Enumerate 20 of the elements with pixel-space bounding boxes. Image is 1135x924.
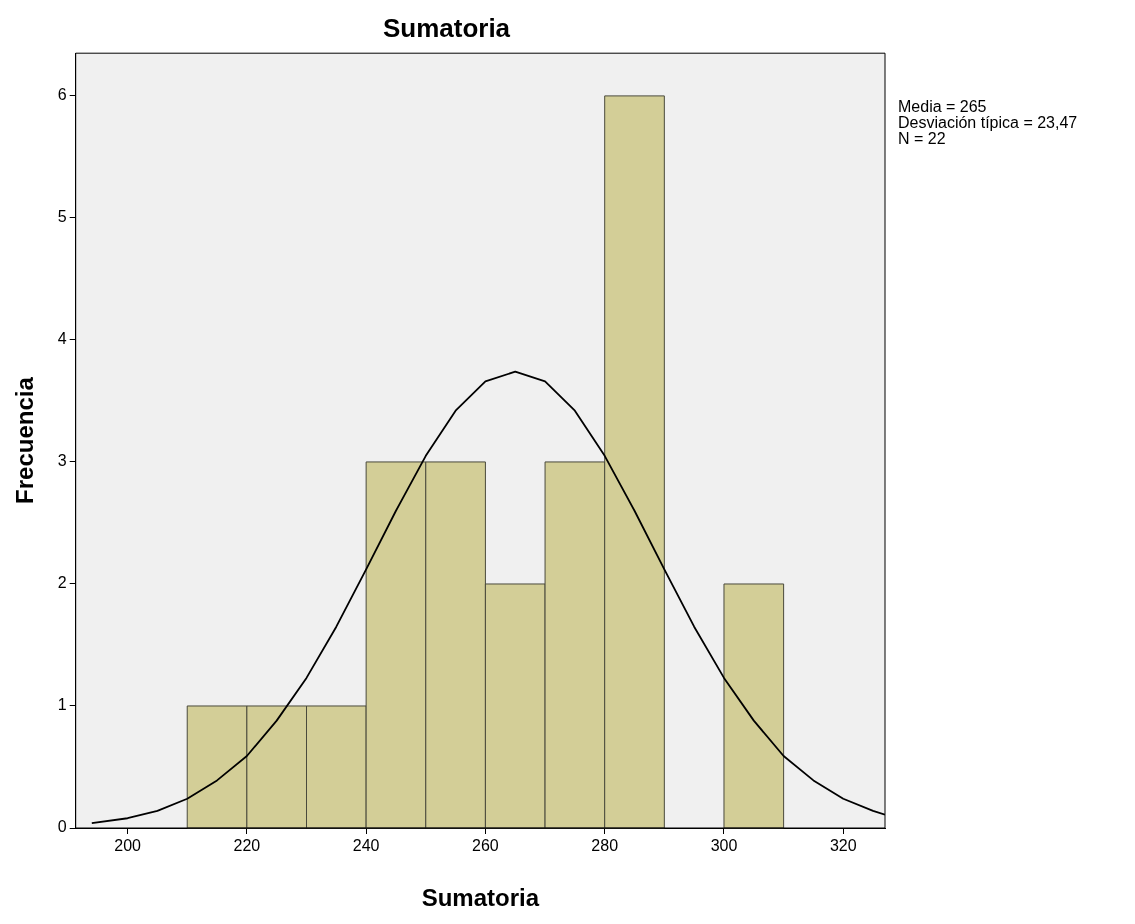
chart-title: Sumatoria: [382, 12, 511, 43]
x-tick-label: 240: [352, 837, 380, 855]
text: N = 22: [898, 129, 946, 147]
y-tick-label: 5: [57, 208, 67, 226]
y-axis-title: Frecuencia: [11, 376, 39, 504]
y-tick-label: 0: [57, 818, 67, 836]
x-tick-label: 320: [829, 837, 857, 855]
x-axis-title: Sumatoria: [421, 884, 540, 912]
x-tick-label: 300: [710, 837, 738, 855]
x-tick-label: 280: [591, 837, 619, 855]
x-tick-label: 220: [233, 837, 261, 855]
x-tick-label: 200: [114, 837, 142, 855]
y-tick-label: 2: [57, 574, 67, 592]
y-tick-label: 1: [57, 696, 67, 714]
x-tick-label: 260: [472, 837, 499, 855]
y-tick-label: 3: [57, 452, 67, 470]
y-tick-label: 6: [57, 86, 67, 104]
text: Media = 265: [898, 97, 987, 115]
text: Desviación típica = 23,47: [898, 113, 1078, 131]
y-tick-label: 4: [57, 330, 67, 348]
